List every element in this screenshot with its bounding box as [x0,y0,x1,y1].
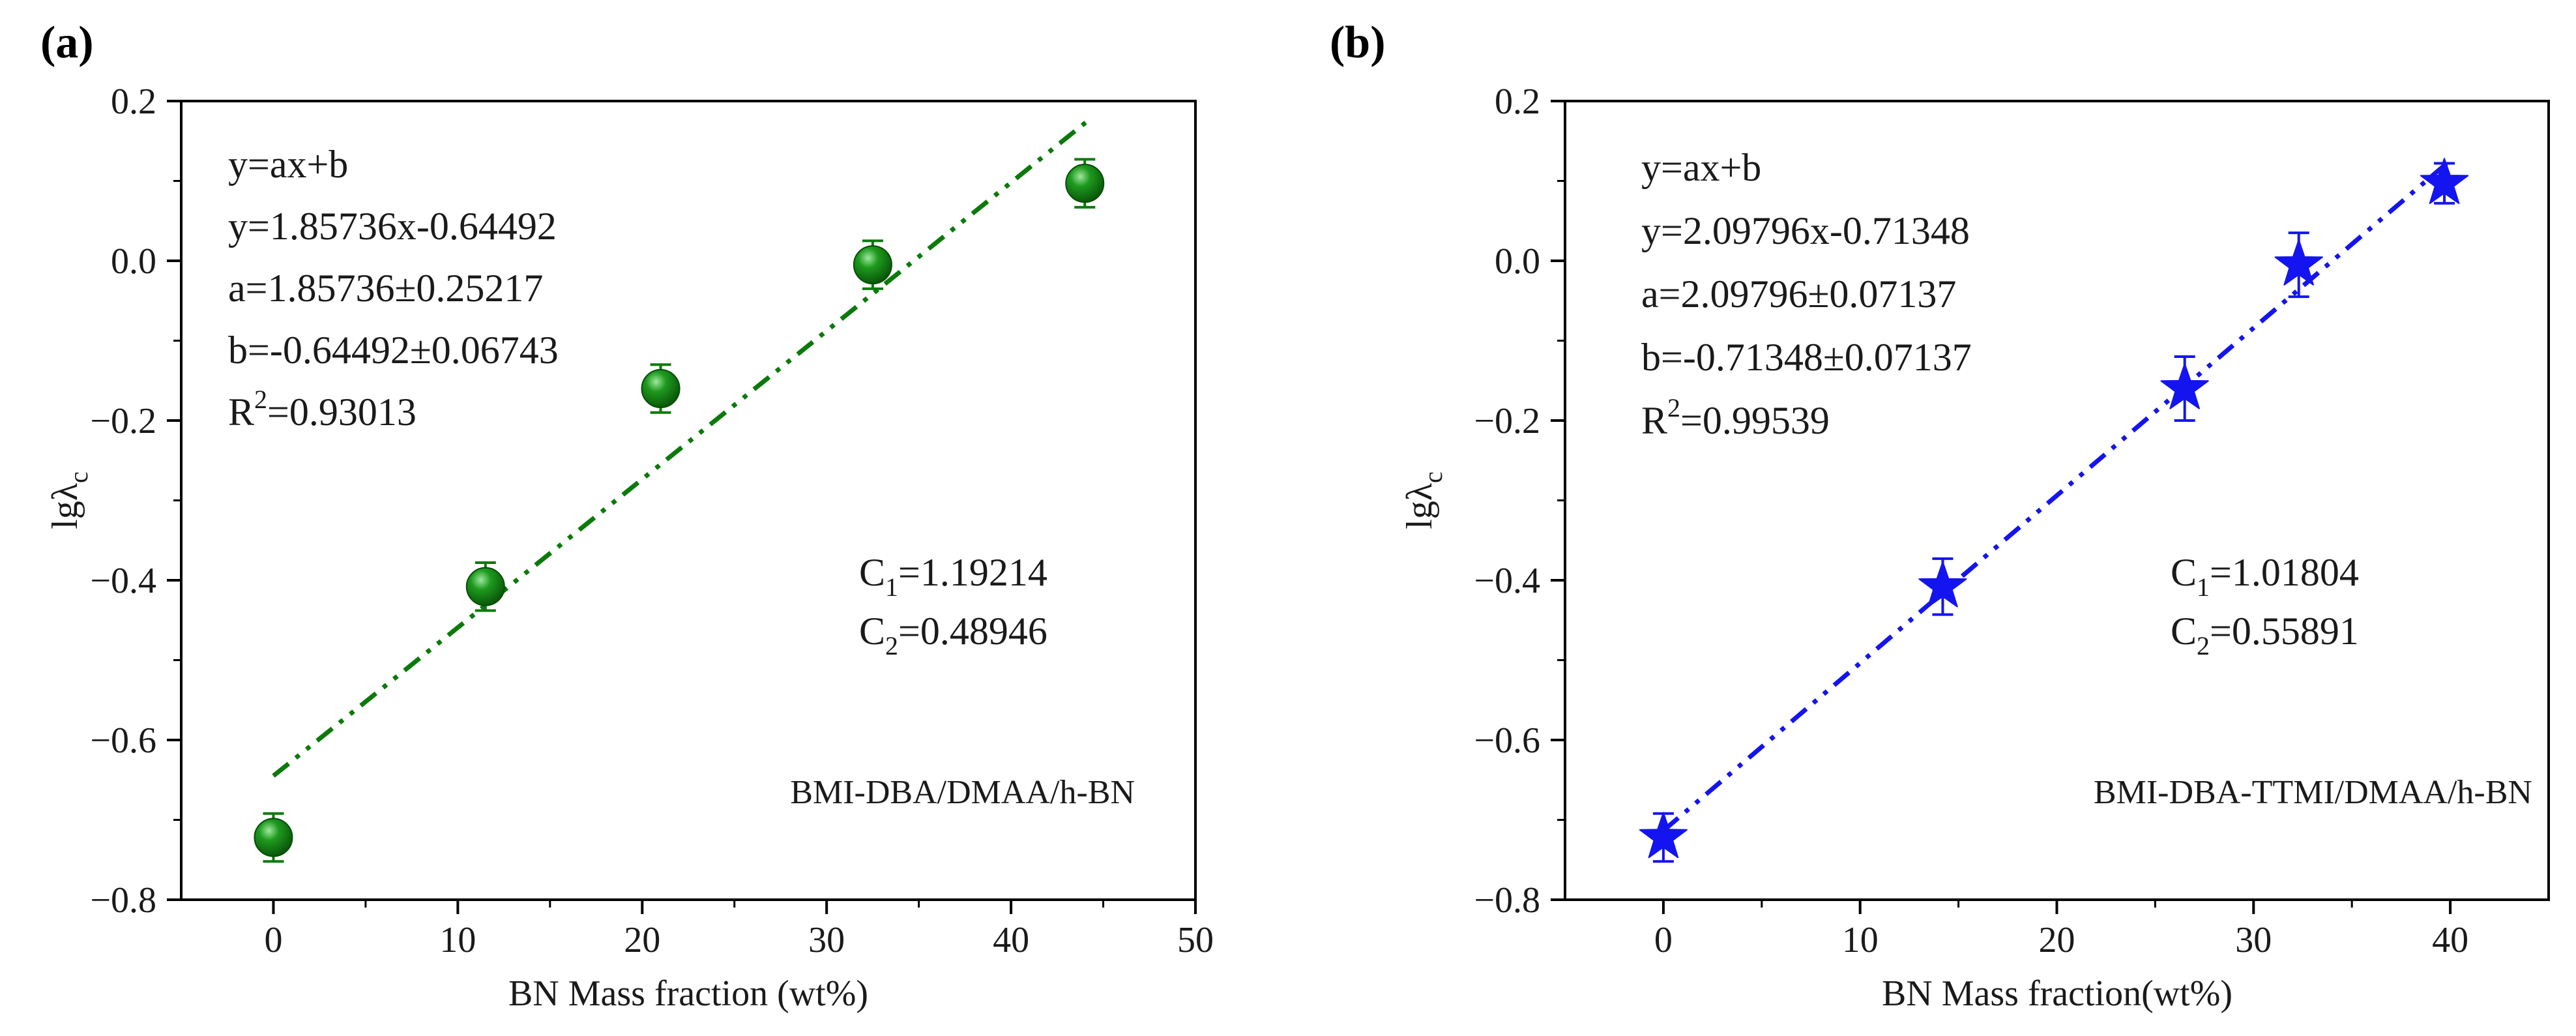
constant-sub: 1 [885,572,898,602]
y-tick-label: −0.8 [1474,880,1540,921]
y-axis-title: lgλc [1399,471,1448,529]
constant-letter: C [2171,610,2197,653]
constant-1: C1=1.19214 [859,551,1047,602]
equation-line: y=1.85736x-0.64492 [228,205,557,248]
data-point [2274,239,2323,286]
y-axis-title-sub: c [64,471,93,483]
constant-value: =0.55891 [2210,610,2359,653]
x-tick-label: 40 [993,920,1029,960]
constant-letter: C [2171,551,2197,594]
data-point [853,245,892,285]
series-label: BMI-DBA-TTMI/DMAA/h-BN [2094,774,2532,811]
x-tick-label: 30 [2235,920,2272,960]
y-tick-label: 0.2 [1495,81,1540,122]
fit-line [272,118,1090,778]
y-tick-label: 0.0 [1495,241,1540,282]
constant-sub: 1 [2197,572,2210,602]
constant-value: =0.48946 [898,610,1047,653]
equation-line: a=1.85736±0.25217 [228,267,543,310]
y-tick-label: 0.2 [111,81,156,122]
panel-label: (b) [1330,18,1386,68]
y-axis-title-main: lgλ [45,483,85,529]
r-squared-value: =0.99539 [1680,399,1830,442]
r-squared-value: =0.93013 [267,391,417,434]
y-tick-label: −0.2 [90,401,156,441]
x-tick-label: 20 [624,920,660,960]
data-point [641,369,681,408]
panel-b: (b) 0 10 20 30 40 −0.8 −0.6 −0.4 −0.2 0.0 0.2 BN Mas… [1330,18,2550,1014]
x-tick-label: 10 [1842,920,1879,960]
r-squared-sup: 2 [254,385,267,414]
constant-2: C2=0.55891 [2171,610,2359,660]
equation-line: y=ax+b [1641,146,1761,189]
y-axis-title-main: lgλ [1399,483,1440,529]
y-tick-label: −0.6 [1474,720,1540,761]
constant-letter: C [859,551,885,594]
equation-line: b=-0.64492±0.06743 [228,329,559,372]
constant-sub: 2 [2197,631,2210,660]
series-label: BMI-DBA/DMAA/h-BN [790,774,1135,811]
r-squared-sup: 2 [1667,393,1680,422]
x-tick-label: 20 [2039,920,2075,960]
equation-line: y=ax+b [228,143,348,186]
constant-2: C2=0.48946 [859,610,1047,660]
data-point [1639,812,1688,859]
r-squared: R2=0.99539 [1641,393,1830,442]
data-point [1065,164,1105,203]
data-point [1918,561,1967,608]
constant-sub: 2 [885,631,898,660]
r-squared: R2=0.93013 [228,385,417,434]
x-tick-label: 10 [439,920,476,960]
data-point [254,818,293,857]
x-tick-label: 50 [1177,920,1214,960]
data-point [2420,158,2469,204]
x-tick-label: 30 [808,920,845,960]
y-tick-label: −0.4 [90,561,156,601]
x-axis-title: BN Mass fraction(wt%) [1882,973,2232,1014]
equation-line: y=2.09796x-0.71348 [1641,209,1970,252]
fit-line [1661,158,2452,833]
y-tick-label: −0.6 [90,720,156,761]
constant-value: =1.19214 [898,551,1047,594]
panel-a: (a) 0 10 20 30 40 50 −0.8 −0.6 −0.4 −0.2 0.0 0.2 BN M… [40,18,1214,1014]
y-axis-title-sub: c [1418,471,1448,483]
x-tick-label: 0 [1654,920,1673,960]
r-squared-prefix: R [1641,399,1667,442]
y-tick-label: −0.4 [1474,561,1540,601]
constant-letter: C [859,610,885,653]
y-tick-label: 0.0 [111,241,156,282]
y-axis-title: lgλc [45,471,93,529]
x-tick-label: 40 [2432,920,2468,960]
constant-value: =1.01804 [2210,551,2359,594]
x-tick-label: 0 [264,920,282,960]
constant-1: C1=1.01804 [2171,551,2359,602]
x-axis-title: BN Mass fraction (wt%) [508,973,868,1014]
panel-label: (a) [40,18,94,68]
data-point [2160,363,2209,409]
y-tick-label: −0.8 [90,880,156,921]
equation-line: b=-0.71348±0.07137 [1641,336,1972,379]
y-tick-label: −0.2 [1474,401,1540,441]
data-point [465,567,505,606]
r-squared-prefix: R [228,391,254,434]
equation-line: a=2.09796±0.07137 [1641,273,1956,316]
